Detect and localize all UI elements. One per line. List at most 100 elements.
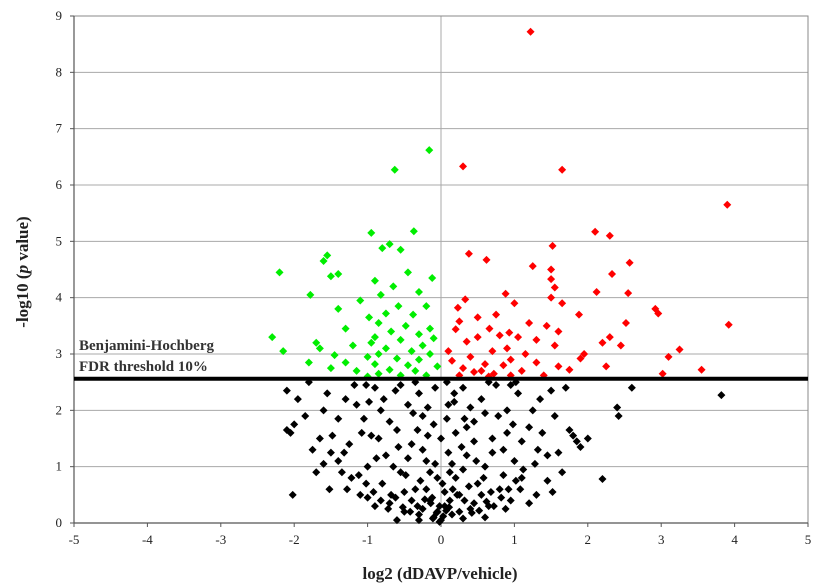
y-tick-label: 3 [56,346,63,361]
data-point [385,499,394,508]
data-point [457,442,466,451]
threshold-label-line-1: Benjamini-Hochberg [79,338,214,354]
data-point [312,338,321,347]
y-axis-label-italic: p [13,265,32,276]
data-point [492,310,501,319]
data-point [439,512,448,521]
data-point [396,335,405,344]
data-point [352,400,361,409]
data-point [470,368,479,377]
data-point [664,352,673,361]
data-point [462,423,471,432]
data-point [425,146,434,155]
y-tick-label: 2 [56,402,63,417]
data-point [548,241,557,250]
data-point [525,319,534,328]
data-point [334,304,343,313]
data-point [450,389,459,398]
data-point [308,445,317,454]
data-point [409,227,418,236]
data-point [425,468,434,477]
data-point [488,448,497,457]
data-point [288,490,297,499]
data-point [445,468,454,477]
data-point [428,493,437,502]
data-point [461,295,470,304]
data-point [367,228,376,237]
data-point [374,350,383,358]
data-point [448,510,457,519]
data-point [538,428,547,437]
data-point [403,268,412,277]
data-point [466,504,475,513]
data-point [370,383,379,392]
data-point [445,496,454,505]
data-point [392,354,401,363]
data-point [576,354,585,363]
data-point [605,333,614,342]
data-point [503,406,512,415]
data-point [381,309,390,318]
data-point [282,386,291,395]
data-point [486,488,495,497]
data-point [334,270,343,279]
data-point [341,395,350,404]
data-point [423,431,432,440]
data-point [554,327,563,336]
data-point [627,383,636,392]
data-point [517,366,526,375]
data-point [488,347,497,356]
data-point [697,365,706,374]
data-point [306,290,315,299]
data-point [724,320,733,329]
data-point [328,431,337,440]
data-point [363,462,372,471]
data-point [326,272,335,281]
data-point [374,319,383,328]
data-point [422,302,431,311]
data-point [459,465,468,474]
data-point [488,434,497,443]
data-point [290,420,299,429]
y-tick-label: 5 [56,233,63,248]
x-tick-label: 3 [658,532,665,547]
data-point [602,362,611,371]
y-tick-label: 6 [56,177,63,192]
data-point [304,358,313,367]
data-point [506,355,515,364]
data-point [374,369,383,378]
data-point [514,333,523,342]
threshold-label-line-2: FDR threshold 10% [79,359,208,375]
data-point [444,347,453,356]
data-point [381,344,390,353]
data-point [414,288,423,297]
data-point [455,507,464,516]
data-point [517,437,526,446]
data-point [451,428,460,437]
data-point [403,454,412,463]
y-tick-label: 7 [56,121,63,136]
x-axis-label: log2 (dDAVP/vehicle) [362,564,517,583]
y-axis-label-part: -log10 ( [13,273,32,328]
data-point [343,485,352,494]
data-point [396,380,405,389]
data-point [558,165,567,174]
data-point [429,420,438,429]
data-point [473,333,482,342]
data-point [658,369,667,378]
data-point [315,344,324,353]
series-down [268,146,442,381]
data-point [550,341,559,350]
data-point [385,365,394,374]
data-point [532,490,541,499]
data-point [391,386,400,395]
y-tick-label: 0 [56,515,63,530]
data-point [406,507,415,516]
data-point [394,302,403,311]
data-point [401,471,410,480]
data-point [494,411,503,420]
data-point [378,244,387,253]
data-point [532,335,541,344]
data-point [481,462,490,471]
data-point [428,514,437,523]
